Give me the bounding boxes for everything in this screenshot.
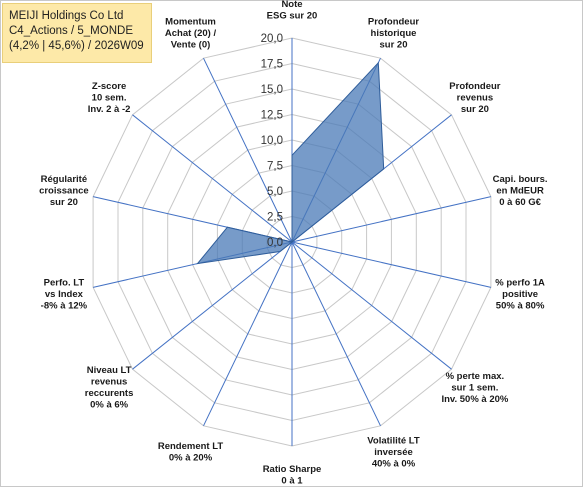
radial-tick-labels: 0,0 2,5 5,0 7,5 10,0 12,5 15,0 17,5 20,0 (261, 33, 283, 249)
axis-label: Rendement LT 0% à 20% (158, 441, 223, 464)
tick-label: 2,5 (267, 212, 283, 224)
axis-label: Profondeur historique sur 20 (368, 17, 419, 51)
axis-label: Note ESG sur 20 (267, 0, 318, 22)
axis-spoke (132, 241, 293, 370)
axis-spoke (203, 241, 293, 427)
axis-spoke (203, 57, 293, 243)
tick-label: 5,0 (267, 186, 283, 198)
axis-labels: Note ESG sur 20 Profondeur historique sur 20… (39, 0, 547, 487)
axis-spoke (291, 241, 492, 288)
radar-series (196, 61, 385, 265)
tick-label: 20,0 (261, 33, 283, 45)
axis-label: Z-score 10 sem. Inv. 2 à -2 (88, 81, 131, 115)
axis-spoke (291, 241, 381, 427)
series-area (196, 61, 385, 265)
axis-label: Niveau LT revenus reccurents 0% à 6% (85, 365, 134, 411)
tick-label: 15,0 (261, 84, 283, 96)
chart-title-box: MEIJI Holdings Co Ltd C4_Actions / 5_MON… (2, 3, 152, 63)
axis-spoke (291, 196, 492, 243)
title-company: MEIJI Holdings Co Ltd (9, 10, 124, 22)
title-stats: (4,2% | 45,6%) / 2026W09 (9, 40, 144, 52)
tick-label: 7,5 (267, 161, 283, 173)
tick-label: 12,5 (261, 110, 283, 122)
axis-label: % perte max. sur 1 sem. Inv. 50% à 20% (441, 371, 508, 405)
tick-label: 10,0 (261, 135, 283, 147)
axis-label: Momentum Achat (20) / Vente (0) (165, 17, 217, 51)
title-category: C4_Actions / 5_MONDE (9, 25, 133, 37)
axis-label: Régularité croissance sur 20 (39, 174, 89, 208)
axis-label: Ratio Sharpe 0 à 1 (263, 464, 322, 487)
tick-label: 17,5 (261, 59, 283, 71)
axis-label: Perfo. LT vs Index -8% à 12% (41, 278, 88, 312)
axis-label: Volatilité LT inversée 40% à 0% (367, 435, 420, 469)
tick-label: 0,0 (267, 237, 283, 249)
axis-spoke (291, 241, 452, 370)
axis-label: % perfo 1A positive 50% à 80% (495, 278, 545, 312)
axis-label: Profondeur revenus sur 20 (449, 81, 500, 115)
axis-spoke (132, 114, 293, 243)
axis-label: Capi. bours. en MdEUR 0 à 60 G€ (493, 174, 548, 208)
